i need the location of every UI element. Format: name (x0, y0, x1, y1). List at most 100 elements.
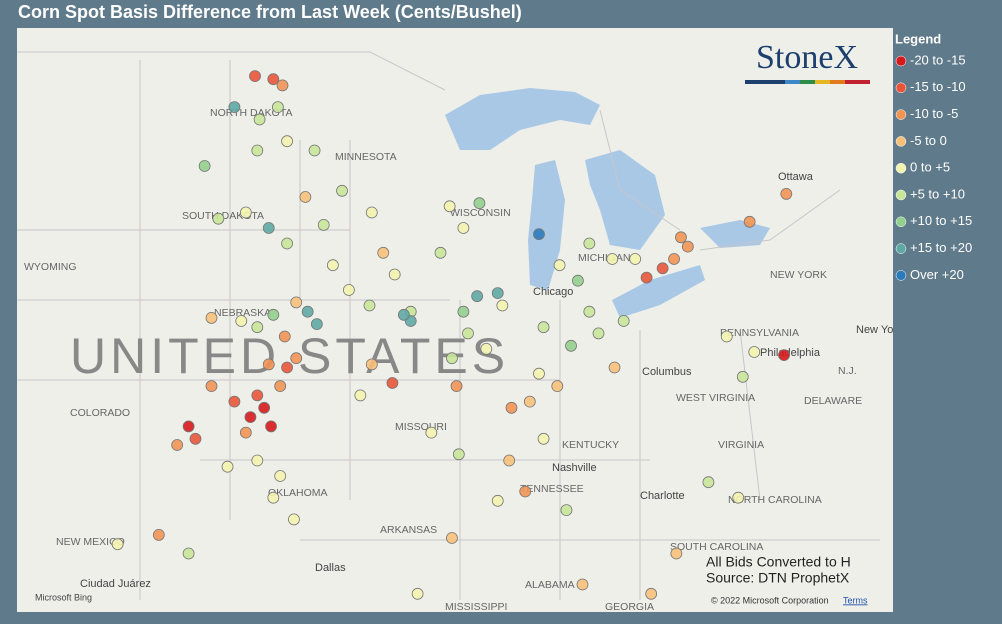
basis-point (537, 321, 550, 334)
basis-point (537, 432, 550, 445)
basis-point (457, 222, 470, 234)
basis-point (480, 342, 493, 355)
basis-point (778, 349, 790, 362)
basis-point (253, 113, 266, 126)
basis-point (299, 191, 312, 203)
map-label: Charlotte (640, 490, 685, 502)
legend: -20 to -15 -15 to -10 -10 to -5 -5 to 0 0 to… (895, 52, 972, 282)
basis-point (640, 271, 653, 284)
map-label: Chicago (533, 286, 573, 298)
basis-point (572, 274, 584, 287)
map-label: NORTH CAROLINA (728, 494, 822, 506)
basis-point (171, 439, 184, 451)
basis-point (281, 237, 293, 250)
map-label: N.J. (838, 365, 857, 377)
map-label: NEBRASKA (214, 307, 271, 319)
basis-point (668, 253, 680, 265)
basis-point (212, 212, 225, 225)
basis-point (251, 321, 264, 334)
map-label: GEORGIA (605, 601, 654, 613)
basis-point (583, 237, 596, 250)
basis-point (450, 380, 463, 393)
map-label: MICHIGAN (578, 252, 631, 264)
basis-point (434, 246, 447, 259)
basis-point (317, 218, 330, 231)
basis-point (446, 352, 458, 365)
basis-point (365, 206, 378, 219)
basis-point (111, 538, 124, 551)
map-label: Ciudad Juárez (80, 578, 151, 590)
basis-point (262, 358, 275, 371)
basis-point (228, 395, 241, 408)
map-label: PENNSYLVANIA (720, 327, 799, 339)
basis-point (645, 587, 658, 600)
basis-point (251, 454, 264, 467)
basis-point (473, 197, 486, 210)
basis-point (267, 308, 280, 321)
map-label: Dallas (315, 562, 346, 574)
basis-point (235, 315, 248, 327)
basis-point (249, 70, 261, 82)
map-label: Philadelphia (760, 347, 821, 359)
basis-point (491, 494, 504, 507)
basis-point (576, 578, 589, 591)
legend-label: -15 to -10 (910, 79, 966, 94)
map-label: OKLAHOMA (268, 487, 328, 499)
basis-point (182, 420, 195, 433)
basis-point (274, 380, 287, 393)
basis-point (354, 389, 367, 402)
map-label: New York (856, 324, 903, 336)
basis-point (290, 296, 303, 309)
basis-point (278, 330, 291, 343)
basis-point (363, 299, 376, 312)
legend-title: Legend (895, 31, 941, 46)
basis-point (336, 184, 348, 197)
legend-label: -20 to -15 (910, 52, 966, 67)
basis-point (457, 305, 470, 318)
basis-point (152, 529, 165, 541)
basis-point (551, 380, 564, 393)
map-label: WYOMING (24, 261, 77, 273)
basis-point (281, 135, 293, 148)
basis-point (583, 305, 596, 318)
basis-point (262, 222, 275, 234)
basis-point (308, 144, 321, 157)
basis-point (301, 305, 314, 318)
basis-point (608, 361, 621, 374)
basis-point (272, 101, 284, 113)
basis-point (198, 160, 211, 172)
basis-point (743, 215, 756, 228)
basis-point (748, 346, 761, 358)
basis-point (681, 240, 694, 253)
legend-swatch (895, 189, 907, 201)
map-label: DELAWARE (804, 395, 862, 407)
basis-point (342, 284, 355, 296)
basis-point (519, 485, 532, 498)
basis-point (553, 259, 566, 272)
basis-point (365, 358, 378, 371)
basis-point (388, 268, 401, 281)
basis-point (228, 101, 241, 113)
map-label: WISCONSIN (450, 207, 511, 219)
basis-point (221, 460, 234, 473)
basis-point (606, 253, 619, 265)
legend-swatch (895, 55, 907, 67)
basis-point (205, 311, 218, 324)
map-label: SOUTH CAROLINA (670, 541, 763, 553)
legend-label: +10 to +15 (910, 213, 972, 228)
basis-point (377, 246, 390, 259)
basis-point (533, 367, 545, 380)
note: All Bids Converted to H (706, 554, 851, 570)
basis-point (258, 401, 271, 414)
basis-point (565, 339, 577, 352)
basis-point (732, 491, 745, 504)
bing-logo: Microsoft Bing (35, 592, 92, 602)
basis-point (629, 253, 642, 265)
basis-point (189, 432, 202, 445)
terms-link[interactable]: Terms (843, 595, 868, 605)
legend-label: +15 to +20 (910, 240, 972, 255)
map-label: Nashville (552, 462, 597, 474)
legend-swatch (895, 270, 907, 281)
